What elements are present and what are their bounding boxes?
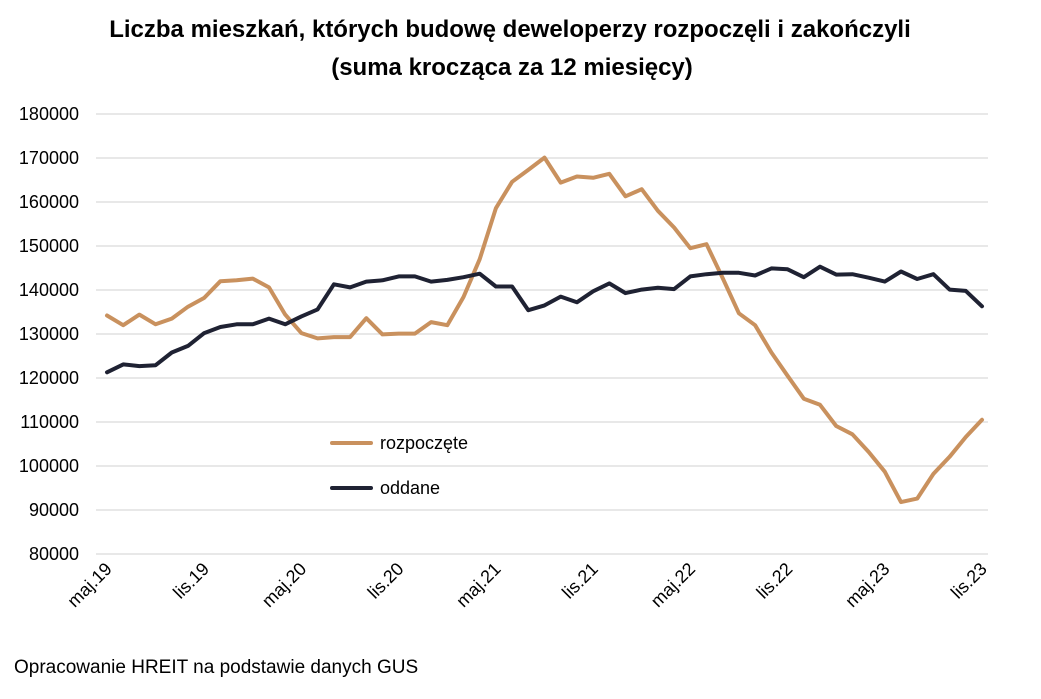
y-tick-label: 150000 bbox=[19, 236, 79, 256]
x-tick-label: lis.23 bbox=[947, 559, 991, 603]
gridlines bbox=[96, 113, 988, 555]
x-tick-label: maj.22 bbox=[647, 559, 699, 611]
series-line-rozpoczete bbox=[105, 155, 984, 505]
x-tick-label: maj.23 bbox=[841, 559, 893, 611]
x-tick-label: lis.20 bbox=[364, 559, 408, 603]
y-axis-ticks: 80000 90000 100000 110000 120000 130000 140000… bbox=[19, 104, 79, 564]
series-lines bbox=[105, 155, 984, 505]
x-tick-label: lis.22 bbox=[753, 559, 797, 603]
y-tick-label: 90000 bbox=[29, 500, 79, 520]
chart-title-line-2: (suma krocząca za 12 miesięcy) bbox=[331, 54, 693, 81]
legend: rozpoczęte oddane bbox=[330, 433, 468, 498]
y-tick-label: 140000 bbox=[19, 280, 79, 300]
x-axis-ticks: maj.19 lis.19 maj.20 lis.20 maj.21 lis.21 maj.… bbox=[63, 559, 990, 611]
legend-label: rozpoczęte bbox=[380, 433, 468, 453]
series-line-oddane bbox=[105, 264, 984, 375]
x-tick-label: maj.19 bbox=[63, 559, 115, 611]
x-tick-label: lis.19 bbox=[169, 559, 213, 603]
x-tick-label: maj.20 bbox=[258, 559, 310, 611]
y-tick-label: 160000 bbox=[19, 192, 79, 212]
chart-title-line-1: Liczba mieszkań, których budowę dewelope… bbox=[109, 16, 911, 43]
y-tick-label: 110000 bbox=[20, 412, 79, 432]
y-tick-label: 100000 bbox=[19, 456, 79, 476]
legend-label: oddane bbox=[380, 478, 440, 498]
x-tick-label: maj.21 bbox=[452, 559, 504, 611]
y-tick-label: 120000 bbox=[19, 368, 79, 388]
y-tick-label: 180000 bbox=[19, 104, 79, 124]
y-tick-label: 80000 bbox=[29, 544, 79, 564]
y-tick-label: 130000 bbox=[19, 324, 79, 344]
source-note: Opracowanie HREIT na podstawie danych GU… bbox=[14, 657, 419, 678]
y-tick-label: 170000 bbox=[19, 148, 79, 168]
x-tick-label: lis.21 bbox=[558, 559, 602, 603]
